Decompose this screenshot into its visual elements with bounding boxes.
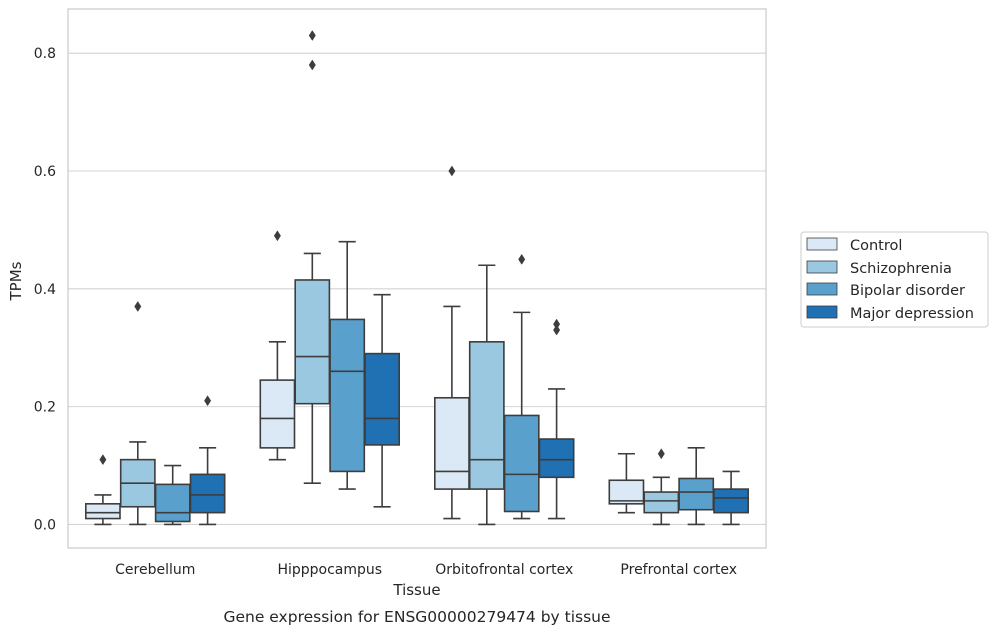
legend-label-control: Control [850, 238, 902, 254]
outlier-marker [518, 253, 526, 265]
box-group [259, 230, 296, 461]
legend-swatch-bipolar-disorder [806, 282, 838, 296]
outlier-marker [273, 230, 281, 242]
x-tick-label: Prefrontal cortex [620, 562, 737, 578]
legend-frame [800, 231, 989, 328]
box-group [329, 240, 366, 490]
legend: Control Schizophrenia Bipolar disorder M… [800, 231, 989, 328]
x-tick-label: Orbitofrontal cortex [435, 562, 573, 578]
y-tick-label: 0.0 [34, 517, 56, 533]
legend-swatch-control [806, 237, 838, 251]
box [678, 477, 715, 511]
box-group [154, 464, 191, 526]
box [259, 379, 296, 449]
outlier-marker [134, 301, 142, 312]
legend-swatch-schizophrenia [806, 260, 838, 274]
box [713, 488, 750, 514]
outlier-marker [553, 318, 561, 330]
box-group [468, 264, 505, 526]
legend-label-major-depression: Major depression [850, 306, 974, 322]
y-axis-label: TPMs [7, 261, 25, 301]
outlier-marker [448, 165, 456, 177]
box-group [189, 395, 226, 526]
y-tick-label: 0.6 [34, 164, 56, 180]
outlier-marker [308, 59, 316, 71]
legend-label-bipolar-disorder: Bipolar disorder [850, 283, 965, 299]
outlier-marker [204, 395, 212, 407]
x-tick-label: Hipppocampus [277, 562, 382, 578]
x-tick-label: Cerebellum [115, 562, 195, 578]
box [294, 279, 331, 405]
box [329, 318, 366, 473]
x-tick-labels: Cerebellum Hipppocampus Orbitofrontal cort… [115, 562, 737, 578]
box [364, 352, 401, 446]
box-group [294, 30, 331, 485]
box-group [84, 454, 121, 526]
box-group [643, 448, 680, 526]
y-tick-label: 0.4 [34, 282, 56, 298]
box-group [119, 301, 156, 526]
box-group [364, 293, 401, 508]
box-group [608, 452, 645, 514]
box-group [678, 447, 715, 526]
gridlines [68, 52, 766, 525]
box [643, 491, 680, 514]
y-tick-label: 0.8 [34, 46, 56, 62]
box [468, 341, 505, 490]
legend-swatch-major-depression [806, 305, 838, 319]
box [503, 414, 540, 513]
outlier-marker [657, 448, 665, 460]
box [433, 396, 470, 490]
y-tick-labels: 0.0 0.2 0.4 0.6 0.8 [34, 46, 56, 533]
y-tick-label: 0.2 [34, 400, 56, 416]
boxes [84, 30, 750, 526]
x-axis-label: Tissue [392, 581, 440, 599]
outlier-marker [308, 30, 316, 41]
box [154, 483, 191, 523]
box-group [433, 165, 470, 520]
chart-caption: Gene expression for ENSG00000279474 by t… [223, 608, 610, 626]
legend-label-schizophrenia: Schizophrenia [850, 261, 952, 277]
outlier-marker [99, 454, 107, 466]
box [189, 473, 226, 514]
box-group [538, 318, 575, 520]
plot-frame [67, 8, 767, 549]
outlier-marker [553, 324, 561, 336]
box-group [503, 253, 540, 520]
box [84, 503, 121, 520]
box [538, 438, 575, 479]
box-group [713, 470, 750, 526]
